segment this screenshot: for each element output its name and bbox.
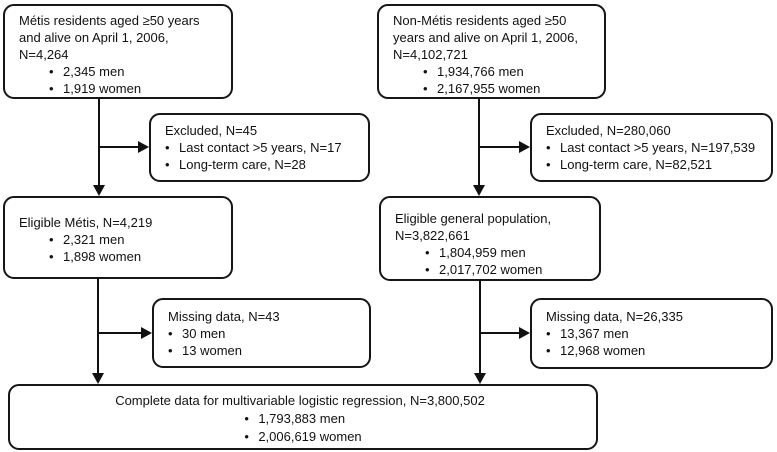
connector-metis-to-eligible [98,99,100,186]
bullet-icon: • [49,81,54,96]
bullet-icon: • [425,245,430,260]
bullet-text: Long-term care, N=82,521 [560,157,713,172]
bullet-text: 30 men [182,326,226,341]
bullet-text: 1,934,766 men [437,64,524,79]
bullet-text: 13,367 men [560,326,629,341]
box-title: Missing data, N=26,335 [546,309,683,324]
arrow-right-icon [519,327,530,339]
box-eligible-general-population: Eligible general population, N=3,822,661… [379,196,601,281]
bullet-item: • 2,345 men [5,63,231,80]
bullet-item: • 1,793,883 men [244,410,361,428]
bullet-text: 13 women [182,343,242,358]
arrow-right-icon [138,141,149,153]
box-title: Non-Métis residents aged ≥50 years and a… [393,13,579,62]
box-title: Eligible general population, N=3,822,661 [395,211,552,243]
bullet-item: • 13,367 men [532,325,771,342]
bullet-item: • 1,919 women [5,80,231,97]
bullet-text: Last contact >5 years, N=197,539 [560,140,756,155]
bullet-item: • 2,017,702 women [381,261,599,278]
bullet-icon: • [546,140,551,155]
connector-metis-to-excluded [99,146,139,148]
bullet-item: • 13 women [154,342,369,359]
bullet-icon: • [546,157,551,172]
bullet-text: 2,321 men [63,232,125,247]
arrow-right-icon [519,141,530,153]
bullet-text: 2,167,955 women [437,81,541,96]
bullet-icon: • [244,411,249,426]
box-complete-data: Complete data for multivariable logistic… [8,384,598,450]
bullet-text: 12,968 women [560,343,646,358]
bullet-item: • Long-term care, N=28 [151,156,368,173]
bullet-item: • Long-term care, N=82,521 [532,156,771,173]
box-title: Métis residents aged ≥50 years and alive… [19,13,200,62]
box-metis-eligible: Eligible Métis, N=4,219 • 2,321 men • 1,… [3,196,233,279]
bullet-text: 2,345 men [63,64,125,79]
bullet-icon: • [49,64,54,79]
bullet-item: • 1,934,766 men [379,63,604,80]
bullet-text: 1,898 women [63,249,142,264]
bullet-item: • 1,804,959 men [381,244,599,261]
connector-metis-eligible-to-complete [97,279,99,374]
bullet-item: • 2,006,619 women [244,428,361,446]
bullet-item: • 30 men [154,325,369,342]
bullet-item: • 12,968 women [532,342,771,359]
bullet-icon: • [49,232,54,247]
bullet-icon: • [425,262,430,277]
bullet-text: Last contact >5 years, N=17 [179,140,342,155]
bullet-icon: • [546,326,551,341]
bullet-icon: • [546,343,551,358]
bullet-item: • Last contact >5 years, N=197,539 [532,139,771,156]
arrow-down-icon [474,373,486,384]
box-title: Excluded, N=45 [165,123,258,138]
bullet-text: 2,006,619 women [258,429,362,444]
bullet-item: • 2,167,955 women [379,80,604,97]
connector-nonmetis-to-missing [480,332,520,334]
arrow-right-icon [141,327,152,339]
bullet-item: • 1,898 women [5,248,231,265]
box-title: Excluded, N=280,060 [546,123,671,138]
box-nonmetis-population: Non-Métis residents aged ≥50 years and a… [377,4,606,99]
arrow-down-icon [93,185,105,196]
bullet-text: 2,017,702 women [439,262,543,277]
bullet-block: • 1,793,883 men • 2,006,619 women [244,410,361,446]
bullet-icon: • [165,140,170,155]
bullet-icon: • [423,64,428,79]
box-metis-excluded: Excluded, N=45 • Last contact >5 years, … [149,113,370,182]
connector-nonmetis-eligible-to-complete [479,281,481,374]
box-metis-missing-data: Missing data, N=43 • 30 men • 13 women [152,298,371,368]
box-nonmetis-excluded: Excluded, N=280,060 • Last contact >5 ye… [530,113,773,182]
box-title: Eligible Métis, N=4,219 [19,215,153,230]
bullet-item: • 2,321 men [5,231,231,248]
bullet-icon: • [168,326,173,341]
arrow-down-icon [92,373,104,384]
bullet-icon: • [423,81,428,96]
box-metis-population: Métis residents aged ≥50 years and alive… [3,4,233,99]
bullet-icon: • [168,343,173,358]
bullet-icon: • [49,249,54,264]
bullet-text: 1,793,883 men [258,411,346,426]
box-nonmetis-missing-data: Missing data, N=26,335 • 13,367 men • 12… [530,298,773,369]
arrow-down-icon [473,185,485,196]
box-title: Complete data for multivariable logistic… [115,393,485,408]
connector-nonmetis-to-eligible [478,99,480,186]
bullet-text: 1,804,959 men [439,245,526,260]
connector-metis-to-missing [98,332,141,334]
bullet-icon: • [244,429,249,444]
bullet-item: • Last contact >5 years, N=17 [151,139,368,156]
bullet-text: 1,919 women [63,81,142,96]
bullet-icon: • [165,157,170,172]
box-title: Missing data, N=43 [168,309,280,324]
bullet-text: Long-term care, N=28 [179,157,306,172]
connector-nonmetis-to-excluded [479,146,520,148]
